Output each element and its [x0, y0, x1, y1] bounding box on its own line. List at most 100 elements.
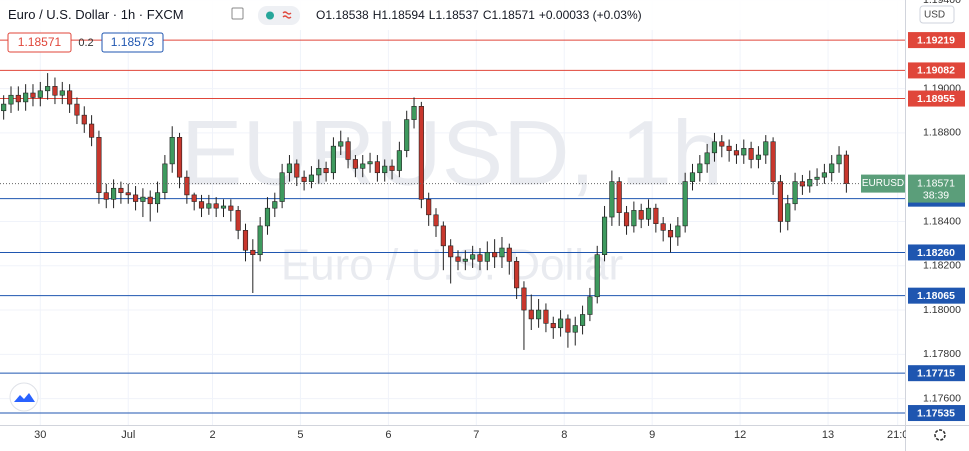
candle-body: [697, 163, 703, 174]
currency-button[interactable]: [919, 5, 955, 24]
candle-body: [111, 187, 117, 200]
candle-body: [352, 159, 358, 169]
candle-body: [455, 256, 461, 262]
candle-body: [8, 94, 14, 105]
candle-body: [235, 210, 241, 231]
level-price-tag: [908, 90, 965, 107]
candle-body: [330, 145, 336, 174]
candle-body: [37, 90, 43, 98]
candle-body: [396, 150, 402, 171]
ohlc-value: H1.18594: [373, 8, 425, 22]
candle-body: [829, 163, 835, 174]
candle-body: [23, 92, 29, 103]
candle-body: [294, 163, 300, 178]
level-price-tag: [908, 62, 965, 79]
candle-body: [594, 254, 600, 298]
x-tick-label: 8: [561, 429, 567, 441]
candle-body: [132, 194, 139, 202]
candle-body: [601, 216, 608, 255]
candle-body: [484, 252, 490, 262]
currency-label: USD: [924, 10, 945, 21]
candle-body: [777, 181, 783, 222]
candle-body: [147, 196, 153, 205]
candle-body: [492, 252, 498, 258]
candle-body: [198, 201, 205, 209]
candle-body: [521, 287, 527, 311]
candle-body: [213, 203, 219, 209]
level-price-label: 1.18065: [917, 290, 955, 302]
buy-box[interactable]: [101, 32, 164, 53]
candle-body: [140, 196, 146, 202]
candle-body: [704, 152, 710, 165]
collapse-button[interactable]: [231, 7, 244, 20]
header-part: Euro / U.S. Dollar: [8, 7, 110, 22]
level-price-label: 1.18955: [917, 93, 955, 105]
candle-body: [206, 203, 212, 209]
y-tick-label: 1.18000: [923, 304, 961, 316]
candle-body: [345, 141, 351, 160]
candle-body: [264, 207, 271, 227]
candle-body: [470, 254, 476, 260]
candle-body: [103, 192, 109, 200]
watermark: EURUSD, 1h: [181, 102, 723, 204]
x-tick-label: 13: [822, 429, 834, 441]
candle-body: [125, 192, 131, 196]
header-bg: [0, 0, 905, 30]
ohlc-value: O1.18538: [316, 8, 369, 22]
buy-dot: [266, 11, 274, 20]
candle-body: [689, 172, 696, 182]
candle-body: [176, 137, 183, 178]
candle-body: [667, 230, 674, 238]
candle-body: [550, 323, 556, 329]
candle-body: [770, 141, 776, 182]
candle-body: [733, 150, 740, 156]
candle-body: [653, 207, 659, 224]
candle-body: [660, 223, 666, 231]
candle-body: [799, 181, 805, 187]
candle-body: [191, 194, 197, 202]
countdown-label: 38:39: [923, 189, 949, 201]
level-price-tag: [908, 365, 965, 382]
candle-body: [514, 261, 520, 289]
candle-body: [638, 210, 644, 220]
candle-body: [836, 154, 842, 165]
candle-body: [404, 119, 410, 151]
candle-body: [228, 205, 234, 211]
settings-icon[interactable]: [934, 429, 946, 441]
candle-body: [763, 141, 769, 156]
candle-body: [748, 148, 754, 160]
candle-body: [682, 181, 688, 227]
candle-body: [367, 161, 373, 165]
candle-body: [528, 309, 534, 320]
candle-body: [477, 254, 483, 262]
candle-body: [184, 176, 190, 196]
candle-body: [462, 258, 468, 262]
header-title: Euro / U.S. Dollar · 1h · FXCM: [8, 7, 184, 22]
x-tick-label: 7: [473, 429, 479, 441]
candle-body: [719, 141, 725, 147]
candle-body: [579, 314, 586, 326]
x-tick-label: Jul: [121, 429, 135, 441]
level-price-label: 1.17715: [917, 367, 955, 379]
candle-body: [308, 174, 315, 182]
candle-body: [242, 230, 249, 251]
candle-body: [609, 181, 615, 218]
trade-buttons[interactable]: [258, 6, 300, 25]
level-price-tag: [908, 405, 965, 422]
candle-body: [543, 309, 549, 324]
candle-body: [30, 92, 36, 98]
logo: [9, 382, 39, 412]
candle-body: [301, 176, 307, 182]
candle-body: [257, 225, 263, 255]
candle-body: [382, 165, 388, 174]
candle-body: [81, 114, 87, 125]
x-tick-label: 5: [297, 429, 303, 441]
level-price-label: 1.18260: [917, 247, 955, 259]
y-tick-label: 1.18800: [923, 127, 961, 139]
candle-body: [96, 137, 102, 193]
candle-body: [785, 203, 791, 222]
sell-box[interactable]: [7, 32, 72, 53]
candle-body: [74, 103, 80, 116]
